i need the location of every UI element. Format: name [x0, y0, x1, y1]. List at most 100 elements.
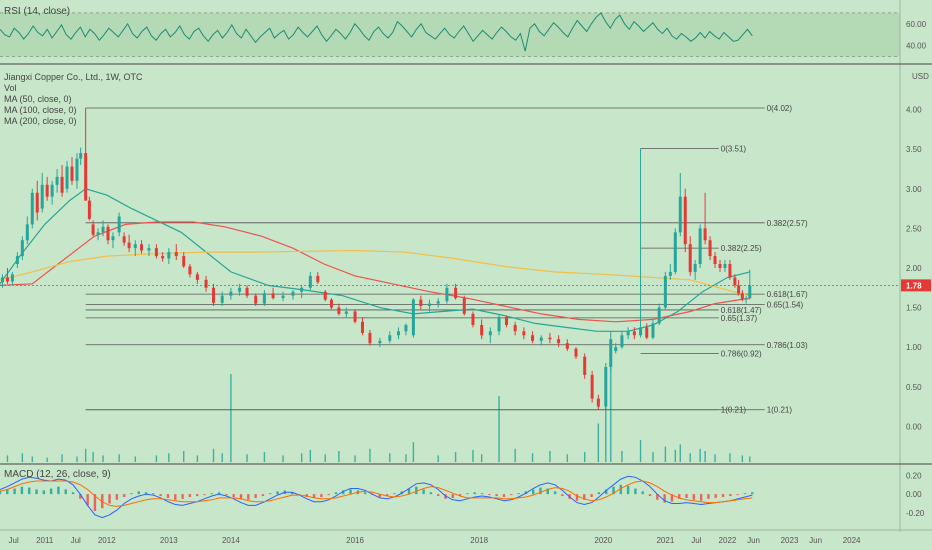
- macd-histogram-bar: [473, 492, 476, 495]
- candle-body: [513, 324, 517, 332]
- candle-body: [744, 298, 748, 300]
- time-tick-label: 2011: [36, 536, 54, 545]
- candle-body: [195, 274, 199, 280]
- candle-body: [262, 293, 266, 304]
- candle-body: [626, 331, 630, 336]
- macd-line: [0, 475, 753, 519]
- candle-body: [147, 248, 151, 251]
- candle-body: [238, 287, 242, 292]
- candle-body: [212, 287, 216, 303]
- candle-body: [291, 291, 295, 296]
- candle-body: [639, 327, 643, 336]
- candle-body: [271, 293, 275, 299]
- candle-body: [740, 293, 744, 300]
- macd-histogram-bar: [254, 494, 257, 498]
- fib-level-label: 0.65(1.54): [767, 300, 804, 309]
- macd-histogram-bar: [290, 492, 294, 495]
- fib-level-label: 0.618(1.67): [767, 290, 808, 299]
- candle-body: [688, 244, 692, 272]
- macd-pane[interactable]: [0, 475, 754, 519]
- volume-bar: [6, 455, 9, 462]
- macd-histogram-bar: [203, 494, 206, 496]
- time-tick-label: Jun: [809, 536, 822, 545]
- candle-body: [60, 176, 64, 193]
- macd-histogram-bar: [743, 493, 747, 495]
- volume-bar: [46, 457, 48, 462]
- macd-histogram-bar: [429, 492, 433, 495]
- fib-level-label: 0.786(0.92): [721, 349, 762, 358]
- macd-histogram-bar: [553, 491, 557, 495]
- candle-body: [204, 279, 208, 288]
- volume-bar: [389, 453, 391, 462]
- candle-body: [404, 324, 408, 332]
- macd-histogram-bar: [561, 494, 564, 497]
- macd-histogram-bar: [86, 494, 89, 506]
- volume-bar: [531, 453, 534, 462]
- fib-level-label: 0(3.51): [721, 144, 747, 153]
- indicator-ma50: MA (50, close, 0): [4, 94, 72, 104]
- macd-histogram-bar: [42, 490, 46, 495]
- candle-body: [220, 295, 224, 303]
- volume-bar: [689, 453, 691, 462]
- candle-body: [663, 275, 667, 308]
- volume-bar: [741, 455, 744, 462]
- candle-body: [229, 291, 233, 296]
- volume-bar: [338, 451, 340, 462]
- price-pane[interactable]: 0(4.02) 0(3.51) 0.382(2.57) 0.382(2.25) 0.61…: [0, 104, 900, 462]
- fib-level-label: 0.65(1.37): [721, 314, 758, 323]
- price-tick-label: 0.50: [906, 383, 922, 392]
- macd-histogram-bar: [714, 494, 717, 498]
- time-tick-label: Jul: [691, 536, 701, 545]
- volume-bar: [664, 446, 667, 462]
- price-tick-label: 1.50: [906, 304, 922, 313]
- volume-bar: [230, 374, 232, 462]
- candle-body: [703, 228, 707, 241]
- macd-histogram-bar: [583, 494, 586, 500]
- price-tick-label: 2.00: [906, 264, 922, 273]
- volume-bar: [118, 454, 120, 462]
- candle-body: [308, 275, 312, 288]
- macd-histogram-bar: [590, 494, 593, 497]
- macd-histogram-bar: [539, 487, 542, 495]
- volume-bar: [597, 423, 600, 462]
- candle-body: [161, 256, 165, 259]
- candle-body: [693, 264, 697, 272]
- candle-body: [122, 236, 126, 243]
- candle-body: [609, 339, 613, 367]
- candle-body: [329, 299, 333, 308]
- candle-body: [557, 339, 561, 344]
- signal-line: [0, 480, 753, 507]
- volume-bar: [21, 453, 24, 462]
- rsi-pane[interactable]: [0, 12, 900, 58]
- candle-body: [300, 287, 304, 292]
- volume-bar: [437, 455, 439, 462]
- macd-histogram-bar: [115, 494, 119, 500]
- time-tick-label: 2022: [719, 536, 737, 545]
- moving-average-line: [0, 221, 750, 323]
- candle-body: [30, 192, 34, 225]
- time-tick-label: 2016: [346, 536, 364, 545]
- macd-histogram-bar: [49, 488, 53, 495]
- candle-body: [531, 335, 535, 341]
- volume-bar: [134, 456, 137, 462]
- macd-histogram-bar: [612, 486, 615, 495]
- price-tick-label: 3.00: [906, 185, 922, 194]
- time-tick-label: 2024: [843, 536, 861, 545]
- rsi-title: RSI (14, close): [4, 6, 71, 17]
- macd-histogram-bar: [721, 494, 725, 497]
- fib-level-label: 0.382(2.57): [767, 219, 808, 228]
- candle-body: [583, 356, 587, 375]
- volume-bar: [472, 449, 474, 462]
- macd-histogram-bar: [685, 494, 688, 498]
- volume-bar: [749, 456, 751, 462]
- macd-histogram-bar: [692, 494, 696, 500]
- volume-bar: [729, 453, 731, 462]
- candle-body: [419, 299, 423, 306]
- candle-body: [360, 321, 364, 333]
- volume-bar: [412, 442, 415, 462]
- volume-bar: [221, 453, 223, 462]
- volume-bar: [324, 454, 326, 462]
- macd-histogram-bar: [605, 489, 608, 495]
